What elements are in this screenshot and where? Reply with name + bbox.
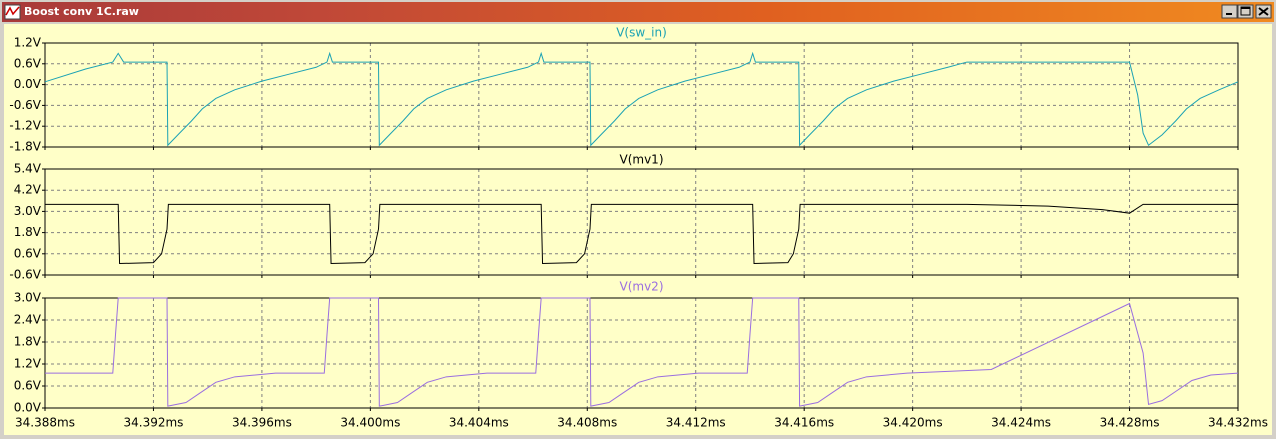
y-tick-label: 3.0V	[14, 291, 42, 305]
y-tick-label: 4.2V	[14, 183, 42, 197]
x-tick-label: 34.428ms	[1100, 416, 1160, 430]
plot-border	[44, 168, 1239, 276]
x-tick-label: 34.432ms	[1208, 416, 1268, 430]
plot-border	[44, 297, 1239, 409]
plot-background	[4, 24, 1272, 435]
y-tick-label: 5.4V	[14, 162, 42, 176]
y-tick-label: 0.6V	[14, 246, 42, 260]
y-tick-label: -0.6V	[9, 98, 41, 112]
y-tick-label: 1.8V	[14, 225, 42, 239]
x-tick-label: 34.424ms	[991, 416, 1051, 430]
y-tick-label: 0.0V	[14, 77, 42, 91]
x-tick-label: 34.396ms	[232, 416, 292, 430]
trace-label: V(mv2)	[620, 280, 664, 294]
maximize-button[interactable]	[1237, 4, 1254, 19]
x-tick-label: 34.412ms	[666, 416, 726, 430]
x-tick-label: 34.408ms	[557, 416, 617, 430]
y-tick-label: 1.2V	[14, 36, 42, 50]
window-title: Boost conv 1C.raw	[24, 5, 139, 18]
x-tick-label: 34.404ms	[449, 416, 509, 430]
x-tick-label: 34.392ms	[123, 416, 183, 430]
waveform	[45, 297, 1239, 407]
x-tick-label: 34.388ms	[15, 416, 75, 430]
trace-label: V(mv1)	[620, 153, 664, 167]
y-tick-label: 1.2V	[14, 357, 42, 371]
minimize-button[interactable]	[1221, 4, 1238, 19]
close-button[interactable]	[1255, 4, 1272, 19]
window-icon	[4, 4, 21, 20]
y-tick-label: 0.0V	[14, 401, 42, 415]
x-tick-label: 34.416ms	[774, 416, 834, 430]
waveform	[45, 203, 1238, 265]
y-tick-label: -1.8V	[9, 140, 41, 154]
x-tick-label: 34.400ms	[340, 416, 400, 430]
y-tick-label: -1.2V	[9, 119, 41, 133]
y-tick-label: 1.8V	[14, 335, 42, 349]
x-tick-label: 34.420ms	[883, 416, 943, 430]
waveform	[44, 51, 1239, 147]
title-bar[interactable]	[2, 2, 1274, 22]
plot-border	[44, 42, 1239, 148]
y-tick-label: -0.6V	[9, 268, 41, 282]
trace-label: V(sw_in)	[616, 26, 667, 40]
y-tick-label: 3.0V	[14, 204, 42, 218]
y-tick-label: 0.6V	[14, 379, 42, 393]
y-tick-label: 0.6V	[14, 56, 42, 70]
y-tick-label: 2.4V	[14, 313, 42, 327]
